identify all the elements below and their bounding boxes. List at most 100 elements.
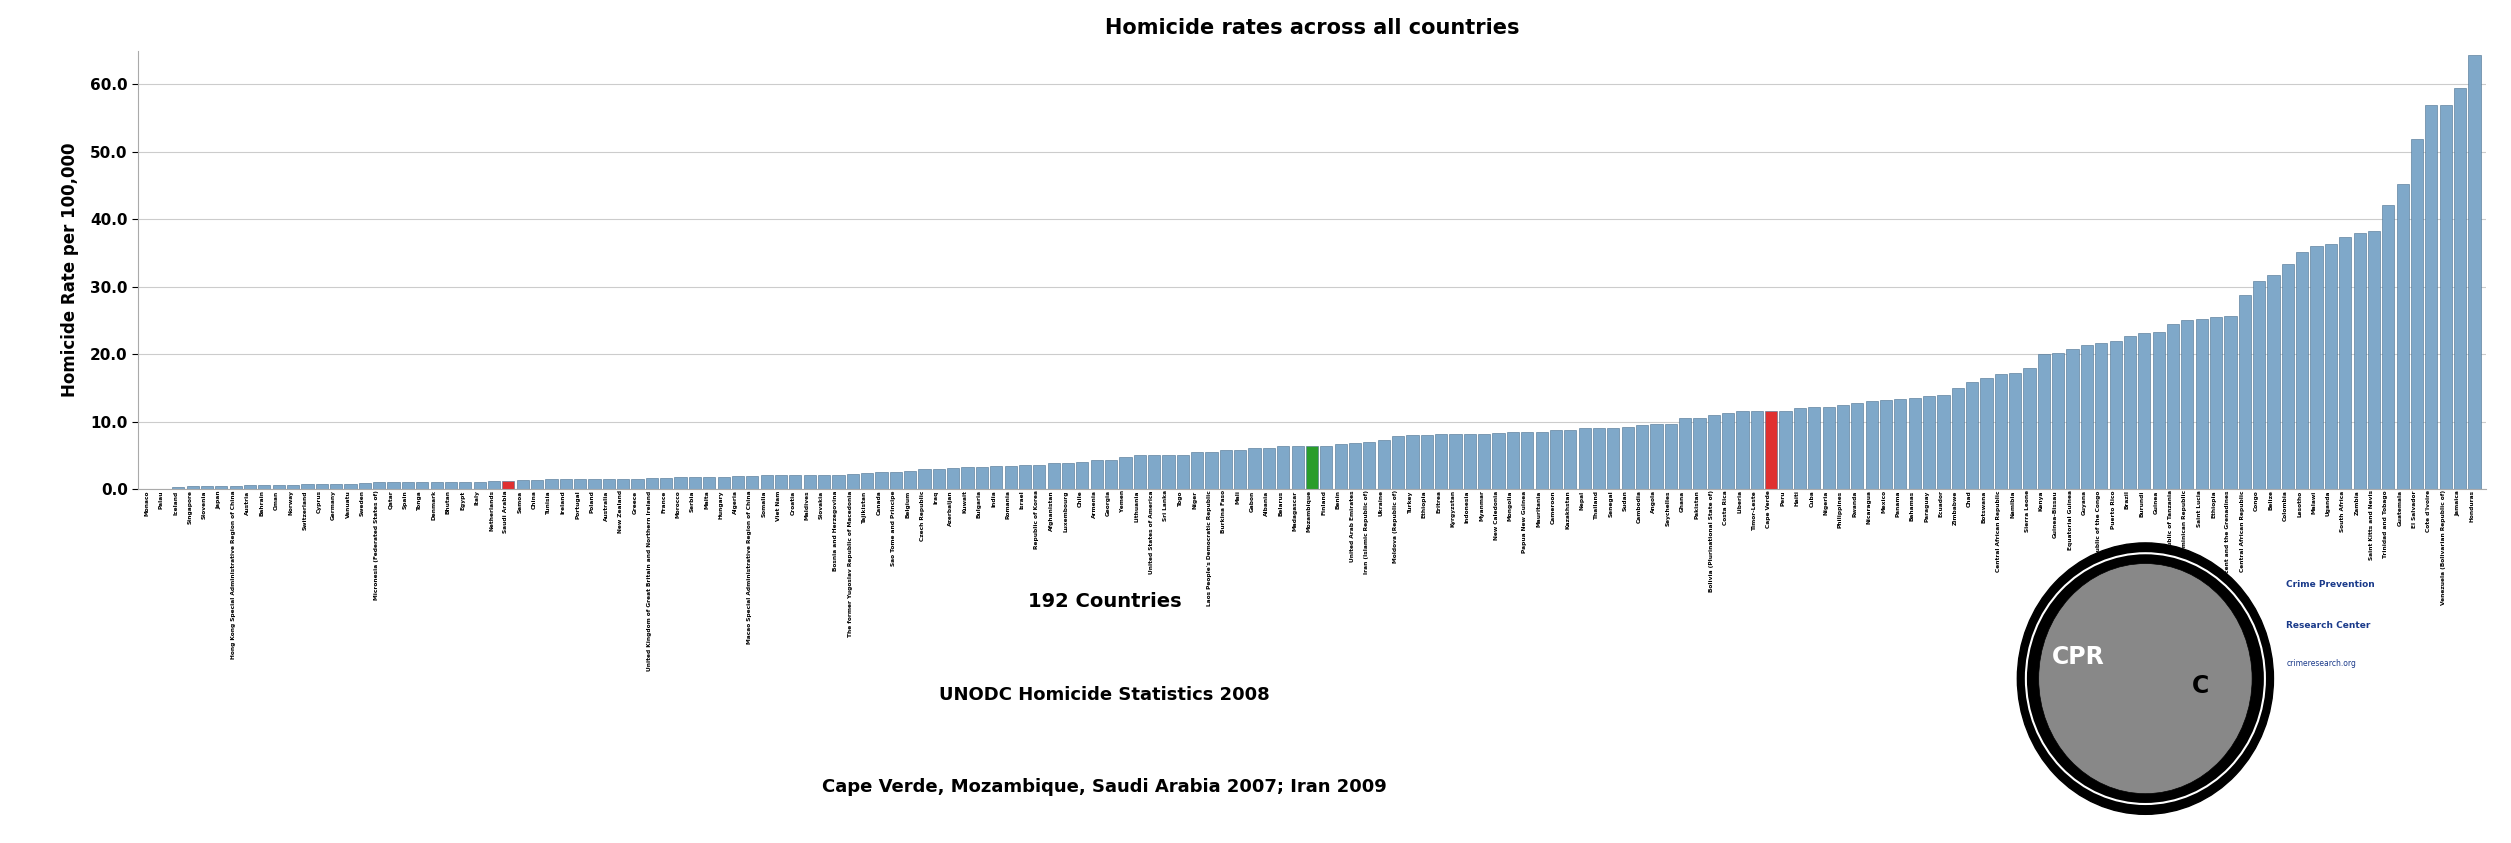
Bar (387, 482, 399, 489)
Bar (560, 480, 573, 489)
Bar (1579, 428, 1592, 489)
Bar (977, 467, 987, 489)
Bar (962, 467, 974, 489)
Bar (1090, 460, 1102, 489)
Bar (1680, 418, 1692, 489)
Bar (1607, 427, 1620, 489)
Bar (761, 475, 773, 489)
Bar (718, 477, 731, 489)
Bar (1321, 446, 1333, 489)
Bar (2082, 345, 2094, 489)
Bar (229, 486, 241, 489)
Bar (2310, 246, 2323, 489)
Bar (776, 475, 786, 489)
Bar (2225, 316, 2237, 489)
Bar (804, 475, 816, 489)
Bar (1291, 447, 1303, 489)
Bar (316, 484, 329, 489)
Bar (2109, 341, 2122, 489)
Text: 192 Countries: 192 Countries (1027, 592, 1183, 611)
Bar (359, 483, 372, 489)
Bar (788, 475, 801, 489)
Bar (244, 485, 256, 489)
Ellipse shape (2039, 564, 2252, 794)
Bar (2139, 333, 2149, 489)
Bar (1190, 452, 1203, 489)
Bar (819, 475, 831, 489)
Bar (2124, 336, 2137, 489)
Bar (1866, 401, 1878, 489)
Bar (1938, 395, 1949, 489)
Bar (1893, 400, 1906, 489)
Text: Cape Verde, Mozambique, Saudi Arabia 2007; Iran 2009: Cape Verde, Mozambique, Saudi Arabia 200… (824, 778, 1386, 797)
Bar (487, 481, 500, 489)
Bar (1205, 452, 1218, 489)
Bar (475, 481, 485, 489)
Bar (344, 484, 357, 489)
Bar (660, 478, 673, 489)
Bar (1908, 398, 1921, 489)
Bar (1178, 454, 1188, 489)
Bar (1622, 427, 1635, 489)
Bar (861, 474, 874, 489)
Bar (630, 479, 643, 489)
Bar (429, 482, 442, 489)
Bar (2167, 324, 2180, 489)
Bar (1436, 434, 1446, 489)
Bar (588, 479, 600, 489)
Bar (1650, 423, 1662, 489)
Bar (1449, 434, 1461, 489)
Bar (2152, 332, 2164, 489)
Bar (1248, 448, 1261, 489)
Bar (186, 486, 198, 489)
Bar (1780, 411, 1793, 489)
Bar (1233, 450, 1245, 489)
Bar (530, 481, 542, 489)
Bar (703, 477, 716, 489)
Bar (1981, 378, 1994, 489)
Bar (1348, 443, 1361, 489)
Text: C: C (2192, 674, 2210, 698)
Bar (1881, 400, 1893, 489)
Bar (1549, 430, 1562, 489)
Bar (1707, 415, 1720, 489)
Bar (1838, 405, 1848, 489)
Bar (444, 482, 457, 489)
Bar (2468, 56, 2481, 489)
Bar (1032, 465, 1045, 489)
Title: Homicide rates across all countries: Homicide rates across all countries (1105, 18, 1519, 38)
Bar (2094, 342, 2107, 489)
Bar (1163, 454, 1175, 489)
Bar (1808, 407, 1820, 489)
Bar (2039, 354, 2049, 489)
Bar (545, 480, 557, 489)
Bar (1738, 411, 1748, 489)
Bar (1564, 430, 1577, 489)
Bar (259, 485, 271, 489)
Bar (502, 481, 515, 489)
Bar (1537, 432, 1547, 489)
Bar (2453, 88, 2466, 489)
Bar (1723, 413, 1735, 489)
Bar (731, 476, 743, 489)
Bar (1522, 432, 1534, 489)
Bar (1278, 447, 1288, 489)
Bar (1004, 466, 1017, 489)
Bar (1692, 418, 1705, 489)
Bar (1391, 437, 1404, 489)
Bar (889, 472, 901, 489)
Bar (1851, 403, 1863, 489)
Bar (688, 477, 701, 489)
Bar (947, 468, 959, 489)
Bar (846, 474, 859, 489)
Bar (1062, 463, 1075, 489)
Bar (2411, 139, 2423, 489)
Bar (1507, 432, 1519, 489)
Bar (2295, 251, 2308, 489)
Bar (1665, 423, 1677, 489)
Bar (1306, 447, 1318, 489)
Bar (1406, 435, 1419, 489)
Bar (517, 481, 530, 489)
Bar (603, 479, 615, 489)
Bar (2051, 352, 2064, 489)
